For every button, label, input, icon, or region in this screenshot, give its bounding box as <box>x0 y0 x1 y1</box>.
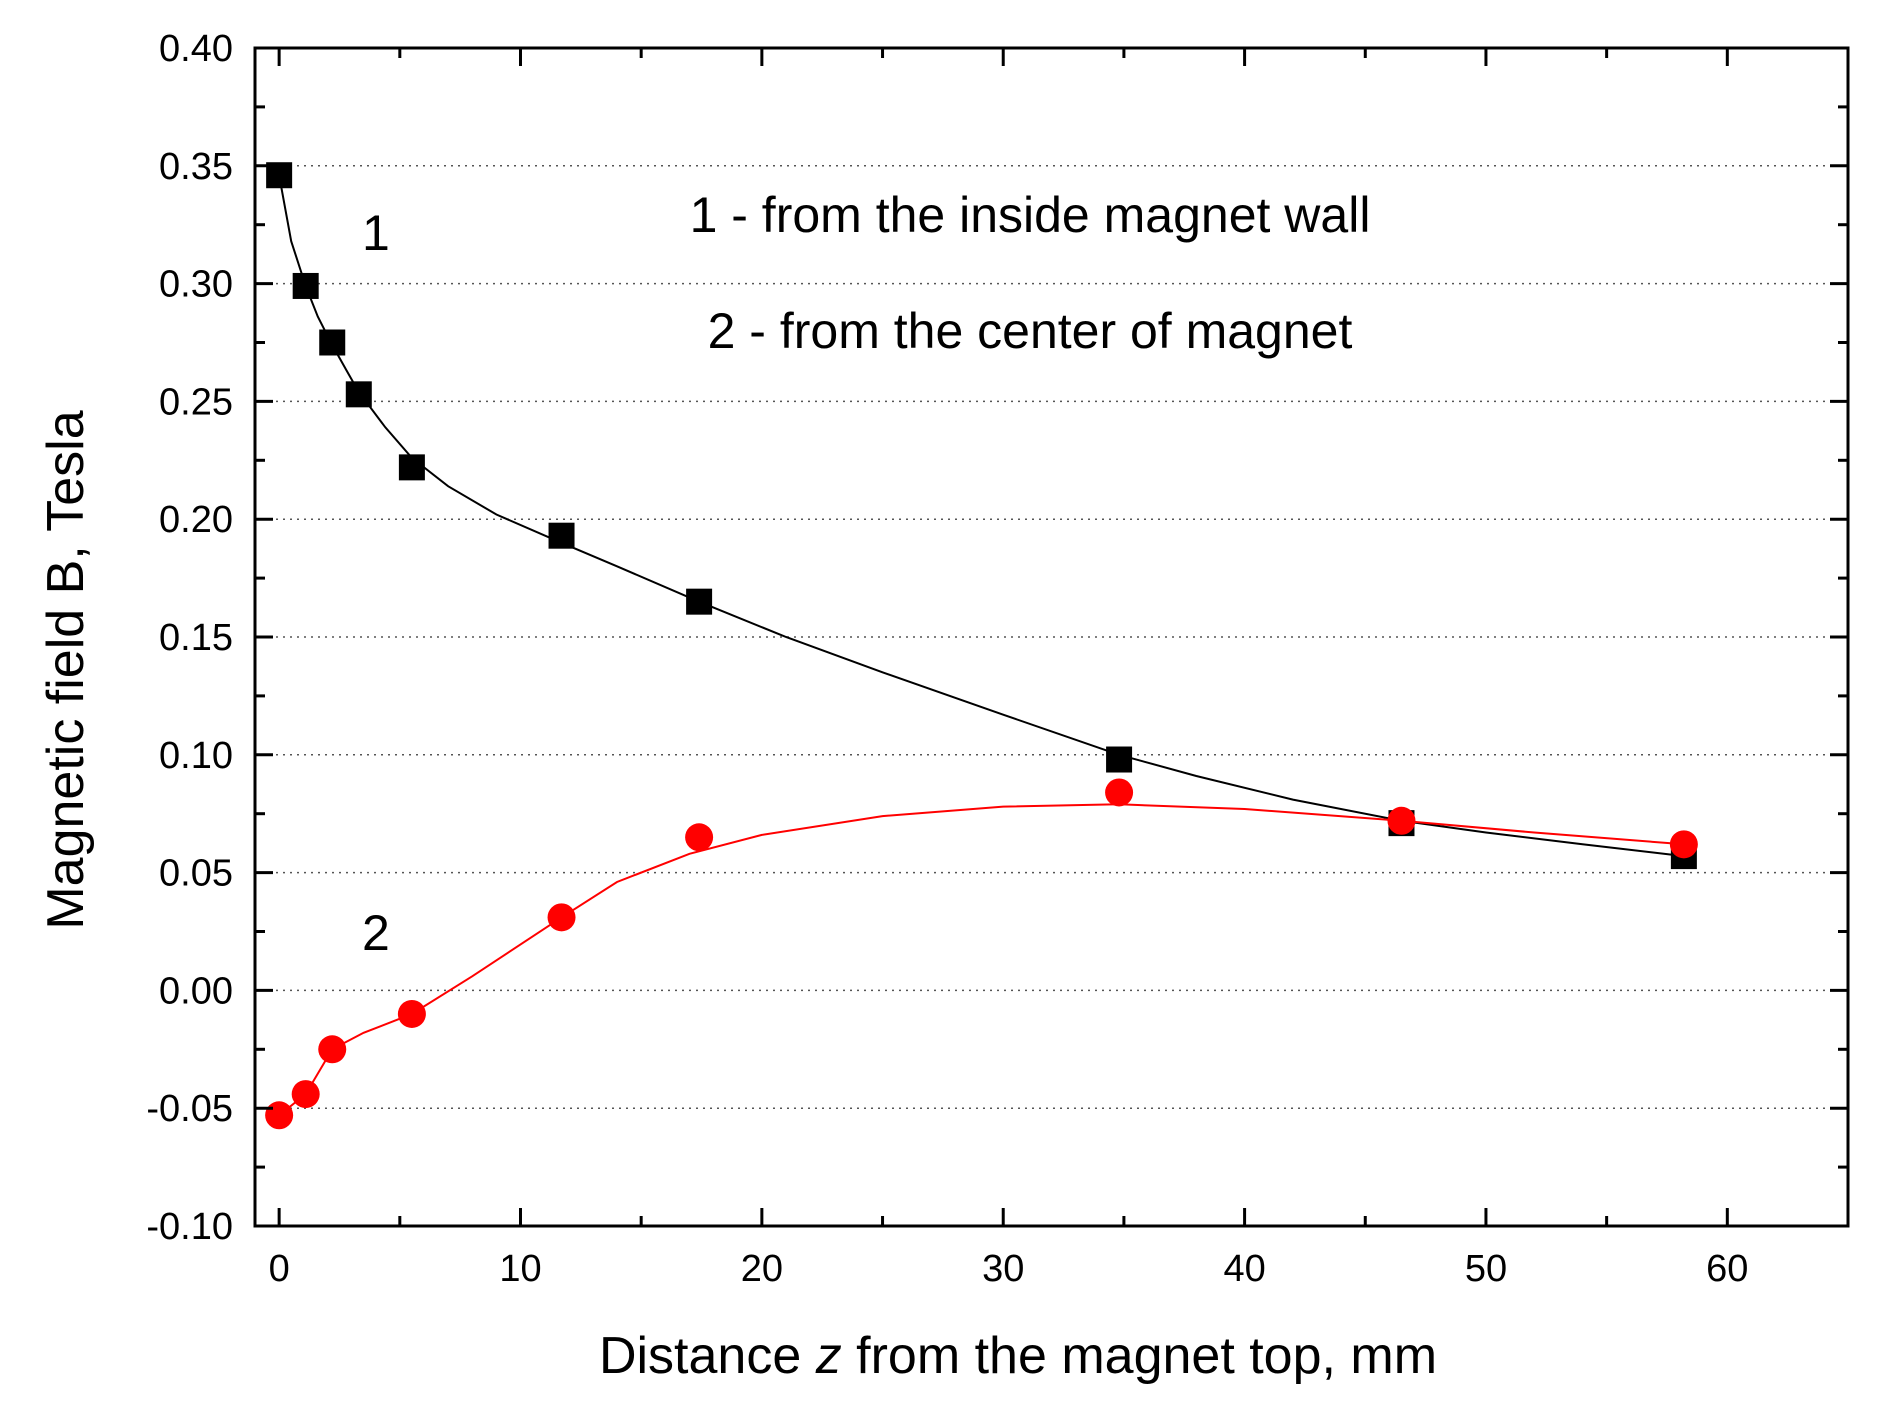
y-tick-label: 0.05 <box>159 853 233 895</box>
x-axis-title: Distance z from the magnet top, mm <box>599 1327 1437 1385</box>
y-tick-label: 0.40 <box>159 28 233 70</box>
y-tick-label: 0.20 <box>159 499 233 541</box>
curve-label-2: 2 <box>362 905 390 961</box>
x-tick-label: 30 <box>982 1248 1024 1290</box>
series-1-fit-line <box>278 175 1685 858</box>
legend-line-2: 2 - from the center of magnet <box>708 303 1353 359</box>
series-2-point <box>291 1080 320 1109</box>
y-tick-label: 0.10 <box>159 735 233 777</box>
y-tick-label: 0.30 <box>159 264 233 306</box>
series-2-point <box>318 1035 347 1064</box>
x-tick-label: 20 <box>741 1248 783 1290</box>
series-1-point <box>548 522 575 549</box>
y-tick-label: 0.35 <box>159 146 233 188</box>
series-2-point <box>547 903 576 932</box>
series-2-point <box>1387 806 1416 835</box>
series-1-point <box>345 381 372 408</box>
series-1-point <box>319 329 346 356</box>
y-tick-label: -0.10 <box>146 1206 233 1248</box>
legend-line-1: 1 - from the inside magnet wall <box>690 187 1371 243</box>
x-tick-label: 40 <box>1223 1248 1265 1290</box>
x-axis-title-variable: z <box>815 1327 842 1385</box>
y-tick-label: 0.00 <box>159 970 233 1012</box>
x-axis-title-suffix: from the magnet top, mm <box>842 1327 1437 1385</box>
y-tick-label: 0.15 <box>159 617 233 659</box>
x-tick-label: 10 <box>499 1248 541 1290</box>
series-layer <box>265 162 1698 1130</box>
axis-ticks <box>255 46 1850 1228</box>
series-1-point <box>292 272 319 299</box>
series-1-point <box>686 588 713 615</box>
series-2-point <box>1105 778 1134 807</box>
series-2-point <box>685 823 714 852</box>
x-tick-label: 60 <box>1706 1248 1748 1290</box>
y-tick-label: 0.25 <box>159 381 233 423</box>
series-2-point <box>265 1101 294 1130</box>
tick-labels: 0 10 20 30 40 50 60 -0.10 -0.05 0.00 0.05 0.10 0.15 0… <box>146 28 1748 1290</box>
x-tick-label: 0 <box>269 1248 290 1290</box>
series-2-point <box>1669 830 1698 859</box>
y-tick-label: -0.05 <box>146 1088 233 1130</box>
series-1-point <box>1106 746 1133 773</box>
series-1-point <box>398 454 425 481</box>
x-axis-title-prefix: Distance <box>599 1327 816 1385</box>
x-tick-label: 50 <box>1465 1248 1507 1290</box>
series-2-point <box>397 999 426 1028</box>
curve-label-1: 1 <box>362 205 390 261</box>
series-2-fit-line <box>278 803 1684 1117</box>
y-axis-title: Magnetic field B, Tesla <box>37 410 95 929</box>
